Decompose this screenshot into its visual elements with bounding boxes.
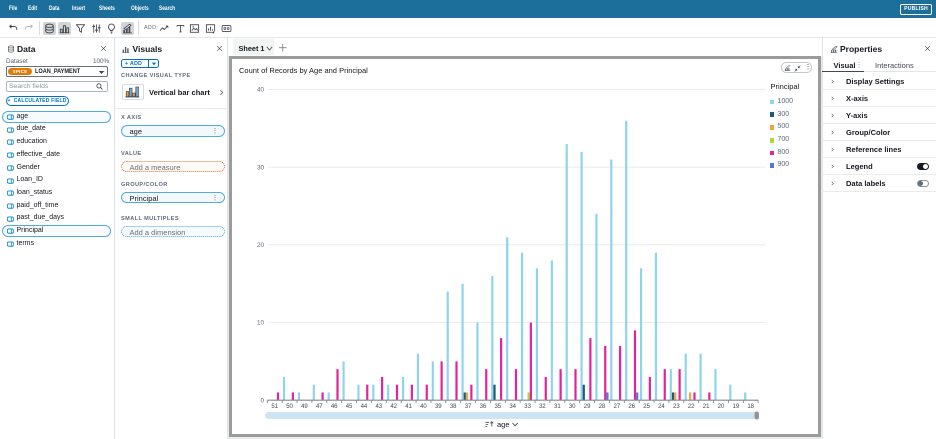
svg-text:51: 51 <box>271 404 278 410</box>
svg-text:38: 38 <box>450 404 457 410</box>
svg-text:39: 39 <box>435 404 442 410</box>
svg-text:31: 31 <box>554 404 561 410</box>
svg-text:21: 21 <box>703 404 710 410</box>
svg-text:30: 30 <box>569 404 576 410</box>
svg-text:19: 19 <box>732 404 739 410</box>
svg-text:age: age <box>497 420 510 429</box>
svg-text:45: 45 <box>346 404 353 410</box>
svg-text:29: 29 <box>584 404 591 410</box>
svg-text:32: 32 <box>539 404 546 410</box>
svg-text:40: 40 <box>257 87 265 94</box>
svg-text:25: 25 <box>643 404 650 410</box>
svg-text:34: 34 <box>509 404 516 410</box>
svg-text:46: 46 <box>331 404 338 410</box>
svg-text:23: 23 <box>673 404 680 410</box>
svg-text:0: 0 <box>260 397 264 404</box>
svg-text:20: 20 <box>718 404 725 410</box>
svg-text:41: 41 <box>405 404 412 410</box>
svg-text:24: 24 <box>658 404 665 410</box>
svg-text:44: 44 <box>361 404 368 410</box>
svg-text:49: 49 <box>301 404 308 410</box>
svg-text:36: 36 <box>480 404 487 410</box>
svg-text:35: 35 <box>494 404 501 410</box>
svg-text:37: 37 <box>465 404 472 410</box>
svg-text:30: 30 <box>257 164 265 171</box>
svg-text:42: 42 <box>390 404 397 410</box>
svg-text:18: 18 <box>747 404 754 410</box>
svg-text:40: 40 <box>420 404 427 410</box>
svg-text:33: 33 <box>524 404 531 410</box>
svg-text:43: 43 <box>375 404 382 410</box>
svg-text:10: 10 <box>257 320 265 327</box>
svg-text:26: 26 <box>628 404 635 410</box>
svg-text:22: 22 <box>688 404 695 410</box>
svg-text:50: 50 <box>286 404 293 410</box>
svg-text:28: 28 <box>599 404 606 410</box>
svg-text:20: 20 <box>257 242 265 249</box>
svg-text:27: 27 <box>613 404 620 410</box>
svg-text:47: 47 <box>316 404 323 410</box>
